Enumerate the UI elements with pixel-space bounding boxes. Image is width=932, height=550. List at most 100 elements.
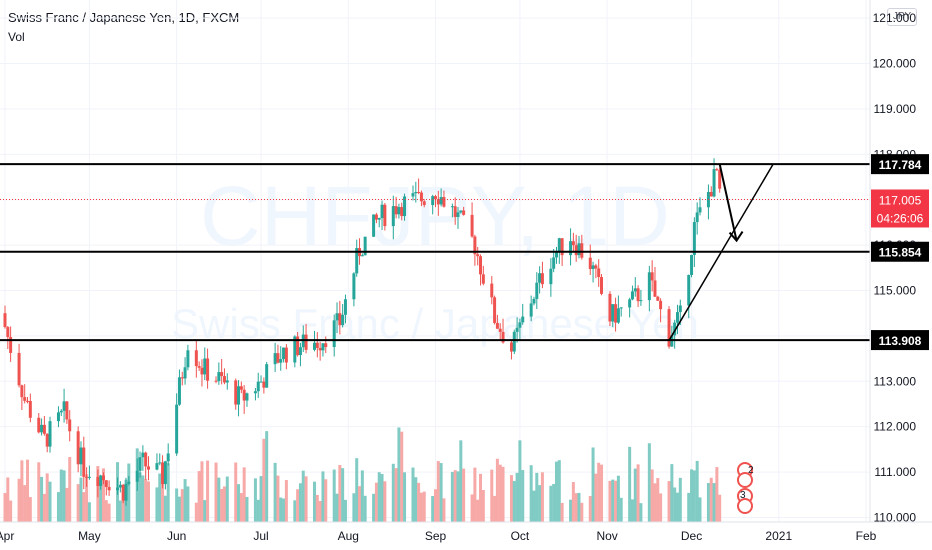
volume-bar — [374, 482, 378, 522]
candle-body — [163, 461, 167, 485]
volume-bar — [217, 477, 221, 522]
volume-bar — [557, 460, 561, 522]
x-tick-label: Jul — [253, 529, 268, 543]
volume-bar — [417, 482, 421, 522]
volume-bar — [82, 492, 86, 522]
volume-bar — [315, 494, 319, 522]
candle-body — [338, 313, 342, 326]
candle-body — [619, 307, 623, 309]
candle-body — [279, 359, 283, 363]
volume-bar — [352, 493, 356, 522]
volume-bar — [397, 427, 401, 522]
volume-bar — [147, 481, 150, 522]
candle-body — [698, 207, 702, 213]
candle-body — [518, 322, 522, 328]
volume-bar — [442, 498, 446, 522]
candle-body — [293, 336, 297, 363]
volume-bar — [37, 462, 41, 522]
volume-bar — [698, 497, 702, 522]
volume-bar — [594, 473, 598, 522]
candle-body — [363, 236, 367, 256]
candle-body — [28, 400, 32, 418]
candle-body — [481, 274, 485, 284]
candle-body — [335, 313, 339, 321]
volume-bar — [574, 493, 578, 522]
x-tick-label: 2021 — [765, 529, 792, 543]
volume-bar — [462, 468, 466, 522]
volume-bar — [304, 476, 308, 522]
candle-body — [321, 343, 325, 351]
volume-marker-3-label: 3 — [740, 490, 746, 501]
candle-body — [304, 334, 308, 350]
volume-bar — [141, 475, 145, 522]
candle-body — [135, 470, 139, 482]
candle-body — [360, 255, 364, 257]
candle-body — [298, 347, 302, 356]
projection-arrow — [718, 163, 738, 241]
volume-bar — [338, 464, 342, 522]
candle-body — [124, 483, 128, 501]
volume-bar — [571, 482, 575, 522]
candle-body — [183, 367, 187, 379]
candle-body — [6, 327, 10, 338]
candle-body — [214, 380, 218, 382]
candle-body — [431, 196, 435, 206]
current-price-label: 117.005 — [879, 193, 922, 207]
candle-body — [659, 300, 663, 310]
volume-bar — [422, 491, 426, 522]
volume-bar — [577, 492, 581, 522]
candle-body — [40, 424, 44, 433]
volume-bar — [343, 499, 347, 522]
level-price-label: 117.784 — [879, 158, 922, 172]
candle-body — [442, 197, 446, 207]
candle-body — [147, 466, 150, 470]
candle-body — [628, 299, 632, 308]
volume-bar — [667, 481, 671, 522]
volume-bar — [493, 495, 497, 522]
candle-body — [239, 386, 243, 390]
candle-body — [121, 484, 125, 501]
candle-body — [332, 320, 336, 348]
candle-body — [588, 257, 592, 269]
volume-bar — [259, 476, 263, 522]
volume-bar — [65, 487, 69, 522]
volume-bar — [293, 500, 297, 522]
volume-bar — [518, 440, 522, 522]
candle-body — [512, 331, 516, 352]
volume-bar — [59, 469, 63, 522]
volume-marker-3[interactable]: 3 — [737, 488, 753, 514]
volume-marker-2[interactable]: 2 — [737, 462, 754, 488]
volume-bar — [670, 464, 674, 522]
candle-body — [400, 207, 404, 217]
candle-body — [549, 268, 553, 285]
volume-indicator-label[interactable]: Vol — [8, 30, 25, 44]
candle-body — [580, 243, 584, 258]
volume-bar — [600, 464, 604, 522]
x-tick-label: Dec — [681, 529, 702, 543]
volume-bar — [256, 499, 260, 522]
volume-bar — [580, 502, 584, 522]
candle-body — [554, 252, 558, 258]
candle-body — [127, 481, 131, 484]
volume-bar — [341, 468, 345, 522]
candle-body — [611, 304, 615, 322]
volume-bar — [284, 480, 288, 522]
candle-body — [529, 303, 533, 317]
volume-bar — [394, 468, 398, 522]
candle-body — [515, 327, 519, 332]
candle-body — [284, 347, 288, 363]
volume-bar — [332, 469, 336, 522]
volume-bar — [197, 471, 201, 522]
volume-bar — [608, 480, 612, 522]
currency-button[interactable]: JPY — [887, 8, 917, 26]
candle-body — [616, 308, 620, 323]
volume-bar — [718, 494, 722, 522]
candle-body — [439, 197, 443, 205]
volume-bar — [690, 469, 694, 522]
candle-body — [557, 238, 561, 253]
volume-bar — [42, 493, 46, 522]
volume-bar — [237, 484, 241, 522]
candle-body — [391, 206, 395, 227]
candle-body — [470, 214, 474, 237]
